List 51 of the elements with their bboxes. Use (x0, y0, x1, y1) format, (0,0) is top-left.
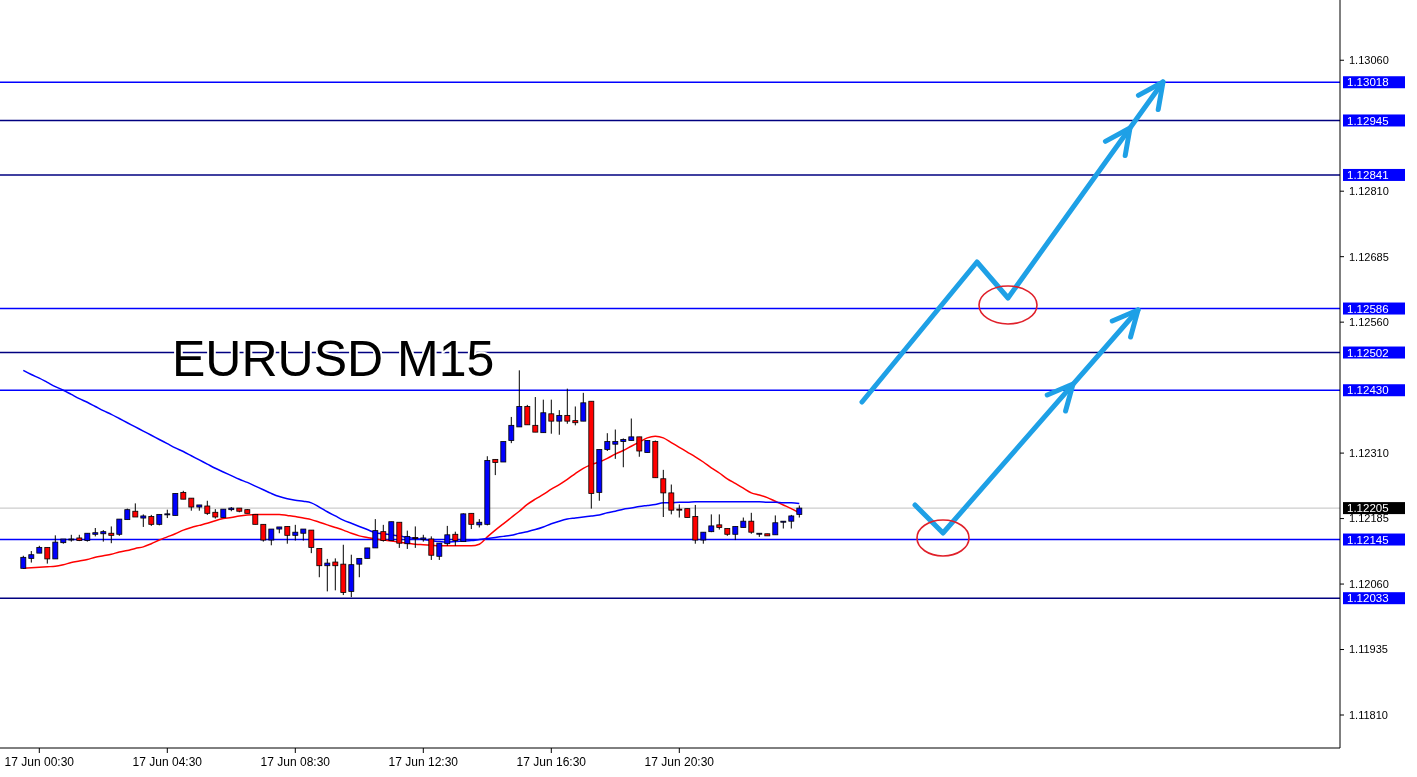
candlestick (428, 535, 435, 561)
y-tick-label: 1.12685 (1349, 250, 1389, 263)
ref-line-label: 1.12502 (1347, 346, 1389, 359)
x-tick-label: 17 Jun 12:30 (388, 755, 459, 769)
x-tick-label: 17 Jun 08:30 (260, 755, 331, 769)
ref-line-label: 1.12145 (1347, 533, 1389, 546)
ref-line-label: 1.12205 (1347, 502, 1389, 515)
candlestick (548, 399, 555, 435)
candlestick (556, 409, 563, 436)
candlestick (356, 557, 363, 578)
ref-line-label: 1.13018 (1347, 76, 1389, 89)
y-tick-label: 1.12185 (1349, 512, 1389, 525)
candlestick (324, 558, 331, 592)
candlestick (172, 492, 179, 516)
y-tick-label: 1.13060 (1349, 54, 1389, 67)
x-tick-label: 17 Jun 20:30 (644, 755, 715, 769)
y-tick-label: 1.11935 (1349, 643, 1388, 656)
candlestick (412, 525, 419, 549)
ref-line-label: 1.12033 (1347, 592, 1389, 605)
x-tick-label: 17 Jun 04:30 (132, 755, 203, 769)
candlestick (668, 484, 675, 515)
candlestick (660, 469, 667, 518)
candlestick (316, 547, 323, 578)
candlestick (396, 521, 403, 549)
candlestick (564, 388, 571, 425)
candlestick (572, 405, 579, 426)
candlestick (540, 399, 547, 434)
y-tick-label: 1.12060 (1349, 577, 1389, 590)
y-tick-label: 1.12310 (1349, 446, 1389, 459)
x-tick-label: 17 Jun 00:30 (4, 755, 75, 769)
ref-line-label: 1.12945 (1347, 114, 1389, 127)
candlestick (308, 529, 315, 554)
y-tick-label: 1.11810 (1349, 708, 1388, 721)
ref-line-label: 1.12841 (1347, 168, 1389, 181)
candlestick (500, 441, 507, 463)
x-tick-label: 17 Jun 16:30 (516, 755, 587, 769)
candlestick (620, 437, 627, 468)
ref-line-label: 1.12430 (1347, 384, 1389, 397)
candlestick (524, 404, 531, 426)
candlestick (508, 416, 515, 444)
candlestick (612, 429, 619, 460)
ref-line-label: 1.12586 (1347, 302, 1389, 315)
candlestick (692, 504, 699, 545)
candlestick (772, 514, 779, 536)
candlestick (332, 557, 339, 591)
candlestick (580, 392, 587, 422)
candlestick (628, 418, 635, 442)
y-tick-label: 1.12560 (1349, 315, 1389, 328)
y-tick-label: 1.12810 (1349, 185, 1389, 198)
candlestick (532, 396, 539, 433)
candlestick (748, 512, 755, 535)
